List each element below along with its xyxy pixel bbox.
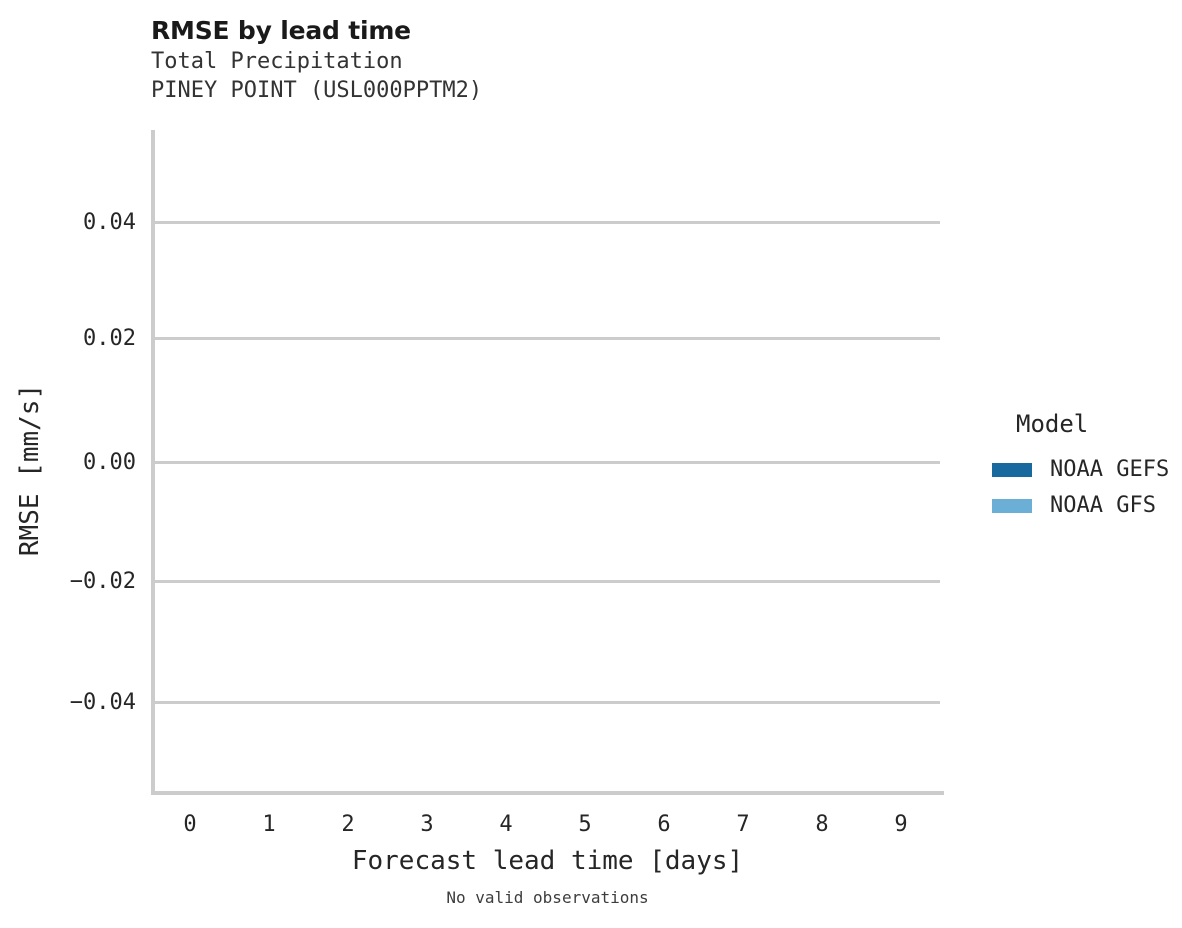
legend-item-noaa-gfs[interactable]: NOAA GFS	[992, 488, 1182, 524]
y-axis-title: RMSE [mm/s]	[15, 383, 45, 557]
no-data-annotation: No valid observations	[446, 888, 649, 907]
legend-item-label: NOAA GFS	[1050, 493, 1156, 518]
page-title: RMSE by lead time	[151, 16, 411, 45]
x-tick-label: 9	[894, 812, 908, 837]
chart-subtitle-station: PINEY POINT (USL000PPTM2)	[151, 78, 483, 103]
gridline-0.00	[151, 461, 940, 464]
legend-item-noaa-gefs[interactable]: NOAA GEFS	[992, 452, 1182, 488]
legend-swatch-icon	[992, 463, 1032, 477]
x-tick-label: 1	[262, 812, 276, 837]
legend-swatch-icon	[992, 499, 1032, 513]
gridline-neg0.04	[151, 701, 940, 704]
legend: Model NOAA GEFS NOAA GFS	[992, 410, 1182, 524]
gridline-0.02	[151, 337, 940, 340]
gridline-0.04	[151, 221, 940, 224]
plot-area	[151, 130, 940, 793]
y-tick-label: −0.02	[69, 569, 136, 594]
chart-subtitle-variable: Total Precipitation	[151, 49, 403, 74]
title-block: RMSE by lead time Total Precipitation PI…	[151, 14, 951, 105]
x-tick-label: 0	[183, 812, 197, 837]
y-tick-label: 0.00	[83, 450, 136, 475]
y-tick-label: 0.04	[83, 210, 136, 235]
y-tick-label: −0.04	[69, 690, 136, 715]
x-axis-spine	[151, 791, 944, 795]
x-tick-label: 8	[815, 812, 829, 837]
x-tick-label: 3	[420, 812, 434, 837]
gridline-neg0.02	[151, 580, 940, 583]
y-axis-tick-labels: 0.04 0.02 0.00 −0.02 −0.04	[0, 130, 136, 795]
y-tick-label: 0.02	[83, 326, 136, 351]
x-tick-label: 5	[578, 812, 592, 837]
x-tick-label: 7	[736, 812, 750, 837]
x-tick-label: 2	[341, 812, 355, 837]
x-axis-title: Forecast lead time [days]	[351, 846, 744, 876]
x-axis-tick-labels: 0 1 2 3 4 5 6 7 8 9	[151, 812, 940, 842]
x-tick-label: 6	[657, 812, 671, 837]
legend-item-label: NOAA GEFS	[1050, 457, 1170, 482]
x-tick-label: 4	[499, 812, 513, 837]
legend-title: Model	[1016, 410, 1089, 438]
